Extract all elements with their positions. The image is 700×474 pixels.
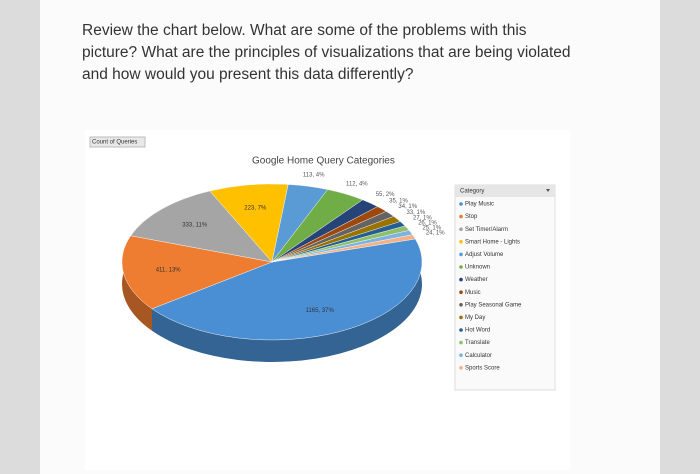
legend-marker	[459, 227, 463, 231]
legend-label: Weather	[465, 277, 488, 283]
legend-marker	[459, 265, 463, 269]
data-label: 27, 1%	[413, 216, 432, 222]
data-label: 1165, 37%	[306, 308, 335, 314]
legend-title: Category	[460, 189, 484, 195]
field-button[interactable]	[89, 136, 146, 148]
question: Review the chart below. What are some of…	[82, 20, 571, 86]
data-label: 26, 1%	[418, 221, 437, 227]
legend	[454, 184, 556, 391]
question-line: and how would you present this data diff…	[82, 66, 414, 83]
legend-marker	[459, 202, 463, 206]
data-label: 55, 2%	[376, 192, 395, 198]
data-label: 223, 7%	[244, 206, 267, 212]
legend-marker	[459, 290, 463, 295]
legend-marker	[459, 240, 463, 244]
legend-marker	[459, 366, 463, 370]
data-label: 113, 4%	[303, 173, 325, 179]
data-label: 25, 1%	[422, 226, 441, 232]
legend-label: Play Seasonal Game	[465, 302, 522, 308]
legend-header[interactable]	[455, 185, 555, 197]
legend-marker	[459, 328, 463, 332]
legend-label: Translate	[465, 340, 490, 346]
question-line: Review the chart below. What are some of…	[82, 22, 527, 39]
legend-marker	[459, 277, 463, 282]
legend-label: Music	[465, 290, 481, 296]
legend-label: My Day	[465, 315, 485, 321]
data-label: 24, 1%	[426, 231, 445, 237]
legend-label: Calculator	[465, 353, 492, 359]
legend-label: Play Music	[465, 202, 494, 208]
slice	[130, 190, 273, 263]
field-button-label: Count of Queries	[92, 140, 137, 146]
chart-title: Google Home Query Categories	[252, 156, 395, 167]
data-label: 333, 11%	[182, 223, 208, 229]
legend-label: Unknown	[465, 265, 490, 271]
legend-label: Stop	[465, 214, 478, 220]
data-label: 35, 1%	[389, 199, 408, 205]
legend-marker	[459, 340, 463, 345]
slice	[151, 238, 423, 341]
data-label: 112, 4%	[346, 181, 368, 187]
data-label: 34, 1%	[398, 204, 417, 210]
slice	[121, 235, 273, 310]
legend-label: Adjust Volume	[465, 252, 504, 258]
question-line: picture? What are the principles of visu…	[82, 44, 571, 61]
legend-marker	[459, 214, 463, 219]
legend-marker	[459, 315, 463, 320]
data-label: 411, 13%	[156, 268, 182, 274]
legend-label: Hot Word	[465, 328, 490, 334]
legend-label: Smart Home - Lights	[465, 239, 520, 245]
legend-marker	[459, 303, 463, 307]
data-label: 33, 1%	[407, 210, 426, 216]
slice-side	[151, 238, 423, 363]
slice	[271, 234, 416, 263]
legend-marker	[459, 252, 463, 257]
legend-label: Set Timer/Alarm	[465, 227, 508, 233]
legend-label: Sports Score	[465, 365, 500, 371]
dropdown-arrow[interactable]	[546, 189, 550, 192]
legend-marker	[459, 353, 463, 358]
